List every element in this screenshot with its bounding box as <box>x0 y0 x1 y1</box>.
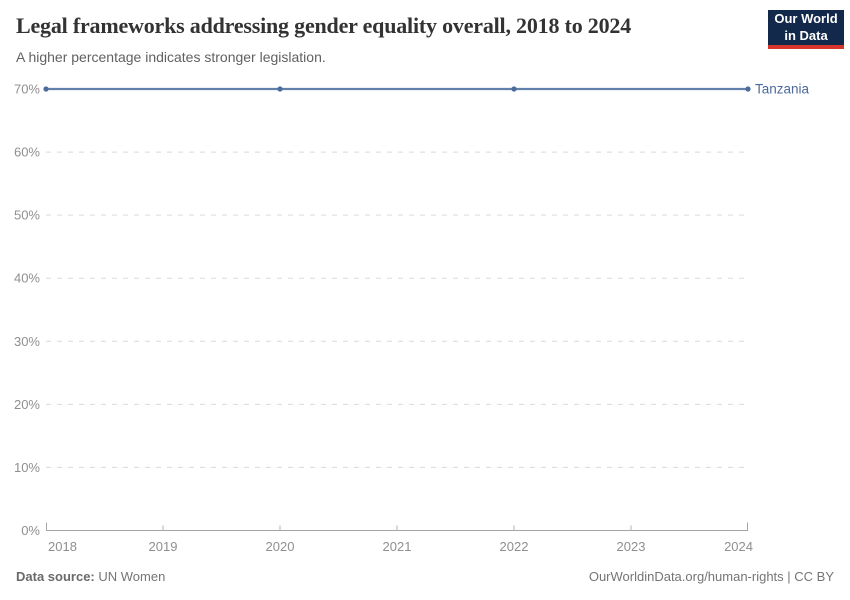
x-axis-label: 2023 <box>617 539 646 554</box>
page-subtitle: A higher percentage indicates stronger l… <box>16 49 326 65</box>
y-axis-label: 30% <box>14 334 40 349</box>
data-point[interactable] <box>745 86 751 92</box>
chart-footer: Data source: UN Women OurWorldinData.org… <box>16 569 834 584</box>
y-axis-label: 50% <box>14 208 40 223</box>
data-source-label: Data source: <box>16 569 95 584</box>
x-axis-label: 2020 <box>266 539 295 554</box>
y-axis-label: 60% <box>14 145 40 160</box>
y-axis-label: 40% <box>14 271 40 286</box>
data-point[interactable] <box>43 86 49 92</box>
credit-link[interactable]: OurWorldinData.org/human-rights | CC BY <box>588 569 834 584</box>
x-axis-label: 2021 <box>383 539 412 554</box>
data-point[interactable] <box>277 86 283 92</box>
x-axis-label: 2019 <box>149 539 178 554</box>
owid-logo-line1: Our World <box>774 11 838 27</box>
y-axis-label: 70% <box>14 82 40 97</box>
owid-logo[interactable]: Our World in Data <box>768 10 844 49</box>
y-axis-label: 10% <box>14 460 40 475</box>
page-title: Legal frameworks addressing gender equal… <box>16 13 631 38</box>
y-axis-label: 20% <box>14 397 40 412</box>
x-axis-label: 2022 <box>500 539 529 554</box>
owid-logo-line2: in Data <box>784 27 828 43</box>
data-source-value: UN Women <box>94 569 166 584</box>
x-axis-label: 2024 <box>724 539 753 554</box>
data-point[interactable] <box>511 86 517 92</box>
x-axis-label: 2018 <box>48 539 77 554</box>
y-axis-label: 0% <box>21 523 40 538</box>
entity-label[interactable]: Tanzania <box>755 82 810 97</box>
data-source: Data source: UN Women <box>16 569 165 584</box>
